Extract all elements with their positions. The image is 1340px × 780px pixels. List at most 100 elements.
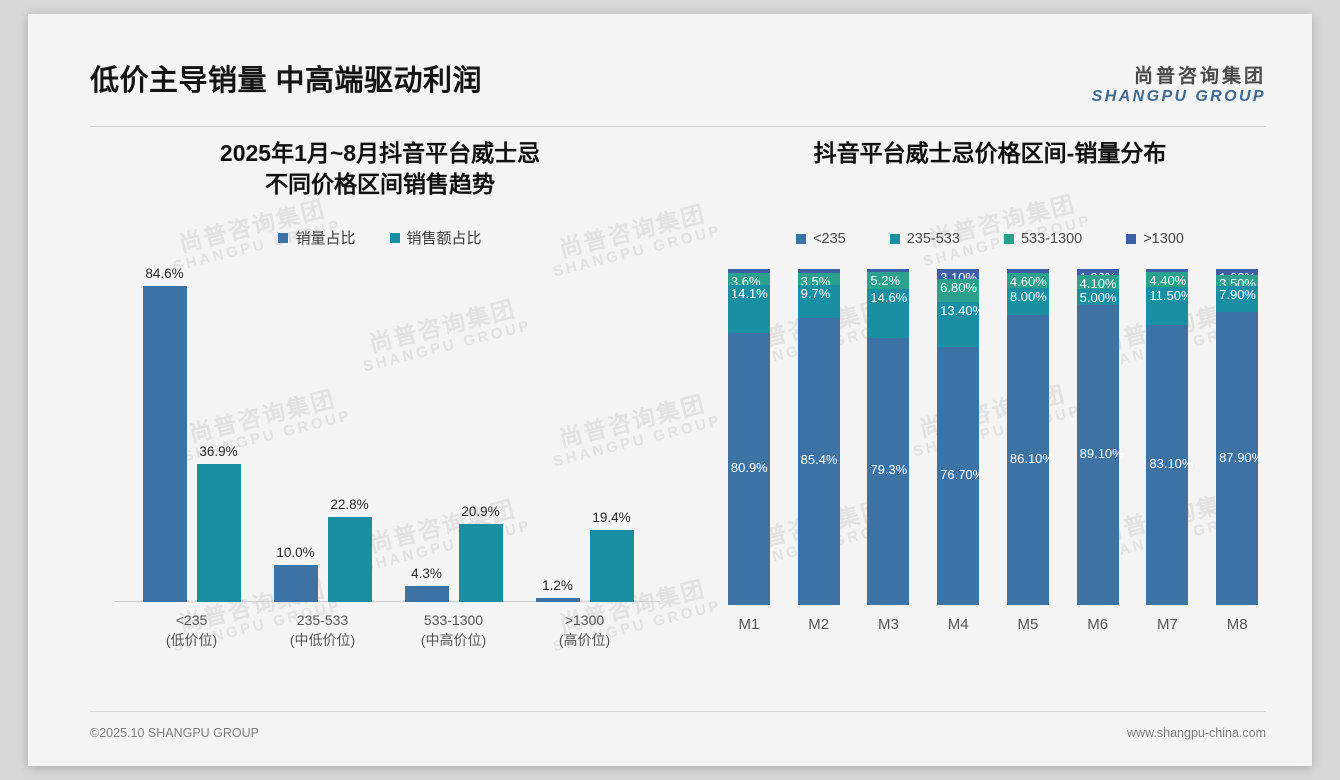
stack-segment-label: 14.1% bbox=[730, 286, 768, 302]
x-axis-label: 533-1300 (中高价位) bbox=[421, 610, 486, 651]
stack-segment[interactable]: 86.10% bbox=[1006, 315, 1054, 605]
stack-segment-label: 79.3% bbox=[870, 462, 908, 478]
stack-segment-label: 13.40% bbox=[940, 302, 985, 318]
legend-item-sales-1[interactable]: 销售额占比 bbox=[389, 227, 482, 248]
stack-segment[interactable]: 3.50% bbox=[1216, 274, 1259, 291]
legend-label: 销售额占比 bbox=[406, 230, 482, 248]
right-chart-area: 1.3%3.6%14.1%80.9%M11.4%3.5%9.7%85.4%M20… bbox=[700, 268, 1280, 641]
x-axis-label: >1300 (高价位) bbox=[559, 610, 610, 651]
bar-column[interactable]: 84.6% bbox=[142, 266, 187, 603]
legend-item-sales-0[interactable]: 销量占比 bbox=[278, 227, 356, 248]
stack-segment[interactable]: 14.1% bbox=[727, 285, 770, 333]
stack-segment[interactable]: 85.4% bbox=[797, 317, 840, 605]
header-divider bbox=[90, 126, 1266, 127]
stack-segment[interactable]: 80.9% bbox=[727, 332, 770, 605]
stack-segment[interactable]: 3.6% bbox=[727, 273, 770, 289]
stack-segment[interactable]: 14.6% bbox=[867, 289, 910, 339]
bar-group: 4.3% 20.9% 533-1300 (中高价位) bbox=[388, 266, 519, 648]
bar-column[interactable]: 4.3% bbox=[404, 266, 449, 603]
right-chart-plot: 1.3%3.6%14.1%80.9%M11.4%3.5%9.7%85.4%M20… bbox=[714, 268, 1272, 633]
slide-canvas: 低价主导销量 中高端驱动利润 尚普咨询集团 SHANGPU GROUP 尚普咨询… bbox=[28, 14, 1312, 766]
bar-value-label: 22.8% bbox=[330, 497, 369, 513]
legend-item-price-0[interactable]: <235 bbox=[796, 231, 846, 247]
month-axis-label: M8 bbox=[1226, 615, 1248, 633]
stack-segment[interactable]: 3.10% bbox=[937, 268, 980, 285]
stack-segment-label: 86.10% bbox=[1009, 450, 1054, 466]
stack-segment[interactable]: 79.3% bbox=[867, 338, 910, 605]
stack-segment-label: 11.50% bbox=[1149, 287, 1193, 303]
stacked-bar[interactable]: 1.4%3.5%9.7%85.4%M2 bbox=[797, 268, 840, 633]
stacked-bar[interactable]: 0.9%5.2%14.6%79.3%M3 bbox=[867, 268, 910, 633]
footer-divider bbox=[90, 711, 1266, 712]
bar-value-label: 36.9% bbox=[199, 444, 238, 460]
bar-column[interactable]: 10.0% bbox=[273, 266, 318, 603]
stacked-bar[interactable]: 1.80%3.50%7.90%87.90%M8 bbox=[1216, 268, 1263, 633]
stack-segment[interactable]: 87.90% bbox=[1216, 312, 1263, 605]
legend-item-price-2[interactable]: 533-1300 bbox=[1003, 231, 1082, 247]
bar[interactable] bbox=[196, 464, 241, 603]
bar-group: 84.6% 36.9% <235 (低价位) bbox=[126, 266, 257, 648]
stack-segment-label: 4.40% bbox=[1149, 272, 1187, 288]
legend-swatch-icon bbox=[796, 233, 807, 244]
stack-segment[interactable]: 9.7% bbox=[797, 285, 840, 318]
stacked-bar[interactable]: 3.10% 6.80% 13.40% 76.70% M4 bbox=[937, 268, 984, 633]
stacked-bar[interactable]: 1.00%4.40%11.50%83.10%M7 bbox=[1146, 268, 1193, 633]
left-chart-area: 84.6% 36.9% <235 (低价位) 10.0% 22.8% 235-533 (中低价… bbox=[80, 266, 680, 648]
left-chart-plot: 84.6% 36.9% <235 (低价位) 10.0% 22.8% 235-533 (中低价… bbox=[126, 266, 650, 648]
x-axis-label-tier: (低价位) bbox=[165, 632, 218, 649]
month-axis-label: M3 bbox=[877, 615, 899, 633]
stacked-bar[interactable]: 1.3%3.6%14.1%80.9%M1 bbox=[727, 268, 770, 633]
bar-group: 10.0% 22.8% 235-533 (中低价位) bbox=[257, 266, 388, 648]
legend-label: 235-533 bbox=[906, 230, 960, 247]
month-axis-label: M5 bbox=[1017, 615, 1039, 633]
stack-segment[interactable]: 7.90% bbox=[1216, 286, 1259, 313]
bar-value-label: 4.3% bbox=[411, 566, 442, 582]
bar[interactable] bbox=[589, 529, 634, 603]
footer-copyright: ©2025.10 SHANGPU GROUP bbox=[90, 726, 259, 740]
stack-segment[interactable]: 8.00% bbox=[1006, 288, 1049, 316]
right-chart-title: 抖音平台威士忌价格区间-销量分布 bbox=[813, 140, 1167, 166]
bar-value-label: 19.4% bbox=[592, 509, 631, 525]
bar[interactable] bbox=[458, 524, 503, 603]
footer-website: www.shangpu-china.com bbox=[1127, 726, 1266, 740]
stack-segment-label: 9.7% bbox=[800, 286, 831, 302]
bar[interactable] bbox=[535, 597, 580, 603]
stack-segment-label: 89.10% bbox=[1079, 446, 1124, 462]
legend-swatch-icon bbox=[278, 232, 289, 243]
left-chart-legend: 销量占比 销售额占比 bbox=[80, 227, 680, 248]
legend-swatch-icon bbox=[1126, 233, 1137, 244]
right-chart-panel: 抖音平台威士忌价格区间-销量分布 <235 235-533 533-1300 >130… bbox=[700, 138, 1280, 698]
month-axis-label: M1 bbox=[738, 615, 760, 633]
bar-column[interactable]: 1.2% bbox=[535, 266, 580, 603]
stack-segment[interactable]: 5.00% bbox=[1076, 288, 1119, 306]
legend-item-price-3[interactable]: >1300 bbox=[1126, 231, 1184, 247]
bar[interactable] bbox=[273, 564, 318, 603]
stacked-bar[interactable]: 1.90%4.10%5.00%89.10%M6 bbox=[1076, 268, 1124, 633]
bar-group: 1.2% 19.4% >1300 (高价位) bbox=[519, 266, 650, 648]
logo-chinese-text: 尚普咨询集团 bbox=[1133, 66, 1266, 87]
stack-segment-label: 4.10% bbox=[1079, 275, 1117, 291]
bar[interactable] bbox=[327, 517, 372, 603]
stack-segment[interactable]: 4.10% bbox=[1076, 274, 1119, 291]
stack-segment[interactable]: 83.10% bbox=[1146, 325, 1193, 605]
stacked-bar[interactable]: 1.20%4.60%8.00%86.10%M5 bbox=[1006, 268, 1054, 633]
bar-column[interactable]: 22.8% bbox=[327, 266, 372, 603]
bar[interactable] bbox=[404, 586, 449, 603]
bar[interactable] bbox=[142, 286, 187, 603]
stack-segment[interactable]: 4.60% bbox=[1006, 272, 1049, 289]
x-axis-label-range: 533-1300 bbox=[423, 612, 484, 629]
stack-segment[interactable]: 5.2% bbox=[867, 271, 910, 290]
bar-column[interactable]: 19.4% bbox=[589, 266, 634, 603]
bar-column[interactable]: 36.9% bbox=[196, 266, 241, 603]
stack-segment[interactable]: 76.70% bbox=[937, 346, 984, 605]
stack-segment-label: 4.60% bbox=[1009, 273, 1047, 289]
stack-segment[interactable]: 89.10% bbox=[1076, 305, 1124, 605]
brand-logo: 尚普咨询集团 SHANGPU GROUP bbox=[1092, 66, 1266, 106]
bar-column[interactable]: 20.9% bbox=[458, 266, 503, 603]
stack-segment[interactable]: 13.40% bbox=[937, 301, 984, 347]
legend-item-price-1[interactable]: 235-533 bbox=[889, 230, 960, 247]
stack-segment[interactable]: 4.40% bbox=[1146, 271, 1189, 288]
stack-segment[interactable]: 11.50% bbox=[1146, 286, 1193, 326]
stack-segment[interactable]: 6.80% bbox=[937, 279, 980, 302]
stack-segment[interactable]: 3.5% bbox=[797, 273, 840, 289]
